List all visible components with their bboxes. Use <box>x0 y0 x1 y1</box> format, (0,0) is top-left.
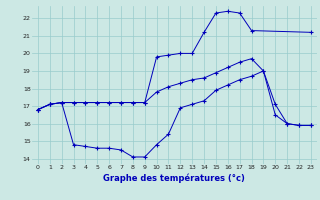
X-axis label: Graphe des températures (°c): Graphe des températures (°c) <box>103 173 245 183</box>
